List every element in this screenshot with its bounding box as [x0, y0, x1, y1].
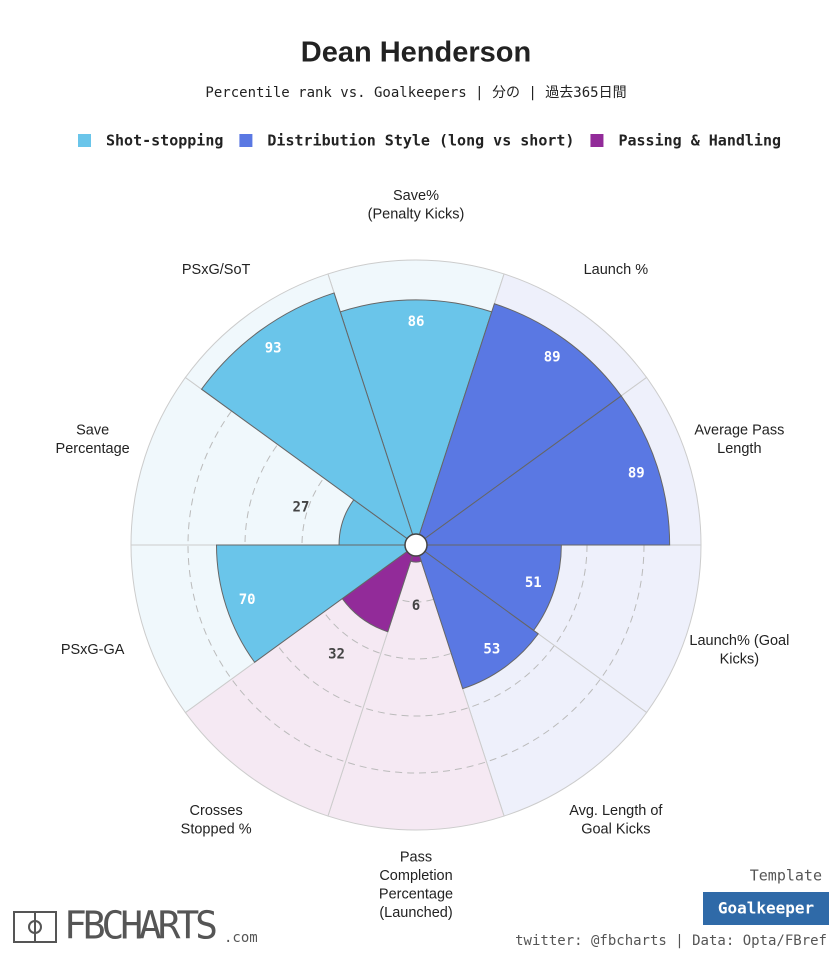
- chart-title: Dean Henderson: [301, 37, 531, 69]
- logo-icon-circle: [28, 920, 42, 934]
- bar: [339, 299, 493, 547]
- bar: [415, 303, 622, 547]
- legend-swatch: [239, 134, 253, 147]
- value-label: 70: [239, 592, 256, 608]
- slice-background: [130, 376, 418, 546]
- chart-subtitle: Percentile rank vs. Goalkeepers | 分の | 過…: [205, 85, 626, 101]
- category-label: Crosses Stopped %: [181, 803, 252, 838]
- legend-label: Distribution Style (long vs short): [267, 132, 574, 150]
- value-label: 51: [525, 575, 542, 591]
- category-label: PSxG/SoT: [182, 262, 251, 278]
- value-label: 32: [328, 646, 345, 662]
- legend-swatch: [78, 134, 91, 147]
- logo-text: FBCHARTS: [64, 904, 218, 948]
- category-label: Average Pass Length: [694, 423, 784, 458]
- bar: [414, 395, 671, 546]
- template-label: Template: [750, 867, 822, 885]
- credit: twitter: @fbcharts | Data: Opta/FBref: [515, 933, 827, 949]
- category-label: PSxG-GA: [61, 642, 125, 658]
- value-label: 89: [544, 350, 561, 366]
- legend: Shot-stopping Distribution Style (long vs…: [78, 132, 781, 150]
- value-label: 93: [265, 340, 282, 356]
- legend-label: Shot-stopping: [106, 132, 223, 150]
- value-label: 27: [293, 500, 310, 516]
- center-hole: [404, 533, 428, 557]
- bar: [414, 544, 562, 632]
- value-label: 86: [408, 314, 425, 330]
- value-label: 89: [628, 465, 645, 481]
- legend-label: Passing & Handling: [618, 132, 781, 150]
- logo: FBCHARTS .com: [13, 904, 258, 948]
- template-badge: [703, 892, 829, 925]
- category-label: Save% (Penalty Kicks): [368, 188, 465, 223]
- bar: [415, 543, 539, 690]
- category-label: Launch %: [584, 262, 649, 278]
- category-label: Pass Completion Percentage (Launched): [379, 849, 453, 921]
- logo-suffix: .com: [224, 930, 258, 946]
- value-label: 53: [483, 641, 500, 657]
- legend-swatch: [590, 134, 604, 147]
- template-name: Goalkeeper: [718, 899, 814, 918]
- slice-background: [327, 543, 505, 831]
- bar: [215, 544, 418, 663]
- bar: [200, 292, 417, 547]
- value-label: 6: [412, 598, 420, 614]
- category-label: Save Percentage: [56, 423, 130, 458]
- category-label: Avg. Length of Goal Kicks: [569, 803, 663, 838]
- category-label: Launch% (Goal Kicks): [689, 633, 789, 668]
